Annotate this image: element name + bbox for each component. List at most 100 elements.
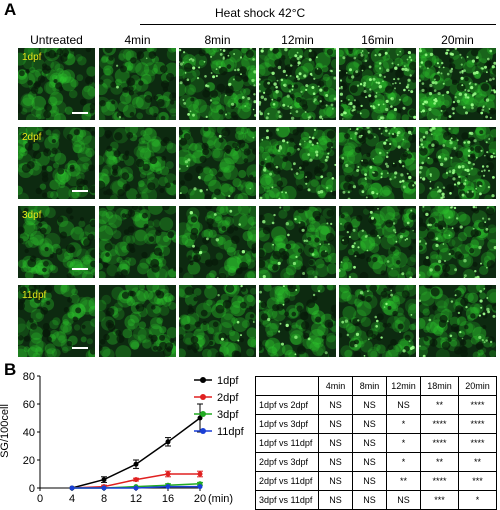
table-row: 1dpf vs 11dpf NS NS * **** **** (255, 433, 497, 453)
legend-marker-2dpf (200, 394, 206, 400)
micrograph-image (18, 206, 95, 278)
y-tick-label: 60 (23, 399, 35, 411)
y-tick-label: 0 (29, 483, 35, 495)
significance-cell: ** (420, 395, 459, 415)
table-row: 2dpf vs 3dpf NS NS * ** ** (255, 452, 497, 472)
micrograph-image (99, 206, 176, 278)
x-tick-label: 4 (69, 493, 75, 505)
significance-cell: NS (352, 433, 387, 453)
table-header-row: 4min 8min 12min 18min 20min (255, 376, 497, 396)
y-tick-label: 80 (23, 371, 35, 383)
row-label-3dpf: 3dpf (22, 210, 42, 221)
table-row: 2dpf vs 11dpf NS NS ** **** *** (255, 471, 497, 491)
significance-cell: **** (458, 433, 497, 453)
table-row: 1dpf vs 2dpf NS NS NS ** **** (255, 395, 497, 415)
significance-cell: 18min (420, 376, 459, 396)
significance-cell: NS (352, 471, 387, 491)
legend-label-1dpf: 1dpf (217, 375, 239, 387)
table-row: 1dpf vs 3dpf NS NS * **** **** (255, 414, 497, 434)
significance-cell: * (386, 433, 421, 453)
heat-shock-line (140, 24, 496, 25)
significance-cell: NS (318, 471, 353, 491)
x-tick-label: 20 (194, 493, 206, 505)
micrograph-image (339, 285, 416, 357)
legend-label-11dpf: 11dpf (217, 426, 245, 438)
column-label-8min: 8min (204, 33, 231, 47)
legend-marker-1dpf (200, 377, 206, 383)
comparison-label: 1dpf vs 3dpf (255, 414, 319, 434)
significance-cell: NS (318, 452, 353, 472)
significance-cell: * (386, 414, 421, 434)
micrograph-image (259, 206, 336, 278)
significance-cell: ** (458, 452, 497, 472)
data-point-1dpf (101, 477, 107, 483)
significance-cell: NS (318, 433, 353, 453)
significance-cell: **** (458, 414, 497, 434)
scale-bar (72, 112, 88, 114)
legend-label-3dpf: 3dpf (217, 409, 239, 421)
micrograph-image (179, 127, 256, 199)
significance-cell: **** (420, 414, 459, 434)
data-point-2dpf (133, 477, 139, 483)
significance-cell: NS (386, 395, 421, 415)
micrograph-image (339, 206, 416, 278)
significance-cell: NS (352, 452, 387, 472)
data-point-11dpf (69, 485, 75, 491)
micrograph-image (419, 285, 496, 357)
significance-cell: NS (352, 414, 387, 434)
data-point-1dpf (165, 439, 171, 445)
significance-cell: 4min (318, 376, 353, 396)
micrograph-image (179, 285, 256, 357)
micrograph-image (99, 127, 176, 199)
micrograph-image (18, 127, 95, 199)
micrograph-image (259, 48, 336, 120)
significance-cell: **** (420, 471, 459, 491)
micrograph-image (339, 48, 416, 120)
significance-cell: ** (386, 471, 421, 491)
comparison-label: 3dpf vs 11dpf (255, 490, 319, 510)
significance-cell: **** (420, 433, 459, 453)
micrograph-image (339, 127, 416, 199)
table-row: 3dpf vs 11dpf NS NS NS *** * (255, 490, 497, 510)
x-tick-label: 12 (130, 493, 142, 505)
micrograph-image (259, 285, 336, 357)
significance-cell: **** (458, 395, 497, 415)
scale-bar (72, 190, 88, 192)
comparison-label: 1dpf vs 2dpf (255, 395, 319, 415)
significance-cell: NS (318, 414, 353, 434)
y-tick-label: 20 (23, 455, 35, 467)
stats-table: 4min 8min 12min 18min 20min 1dpf vs 2dpf NS NS N… (255, 376, 497, 510)
row-label-1dpf: 1dpf (22, 52, 42, 63)
micrograph-image (419, 127, 496, 199)
comparison-label: 1dpf vs 11dpf (255, 433, 319, 453)
data-point-11dpf (197, 484, 203, 490)
significance-cell: 8min (352, 376, 387, 396)
significance-cell: NS (318, 395, 353, 415)
data-point-1dpf (133, 461, 139, 467)
micrograph-image (99, 48, 176, 120)
legend-marker-3dpf (200, 411, 206, 417)
micrograph-image (18, 285, 95, 357)
significance-cell: *** (420, 490, 459, 510)
heat-shock-title: Heat shock 42°C (215, 6, 306, 20)
scale-bar (72, 347, 88, 349)
micrograph-image (99, 285, 176, 357)
row-label-11dpf: 11dpf (22, 290, 47, 301)
scale-bar (72, 268, 88, 270)
column-label-16min: 16min (361, 33, 394, 47)
row-label-2dpf: 2dpf (22, 132, 42, 143)
x-tick-label: 0 (37, 493, 43, 505)
micrograph-image (419, 48, 496, 120)
significance-cell: NS (352, 395, 387, 415)
data-point-2dpf (197, 471, 203, 477)
significance-cell: NS (318, 490, 353, 510)
micrograph-image (259, 127, 336, 199)
panel-a-letter: A (4, 0, 17, 19)
significance-cell: * (458, 490, 497, 510)
data-point-1dpf (197, 415, 203, 421)
significance-cell: * (386, 452, 421, 472)
column-label-12min: 12min (281, 33, 314, 47)
panel-b-letter: B (4, 360, 17, 379)
comparison-label: 2dpf vs 3dpf (255, 452, 319, 472)
